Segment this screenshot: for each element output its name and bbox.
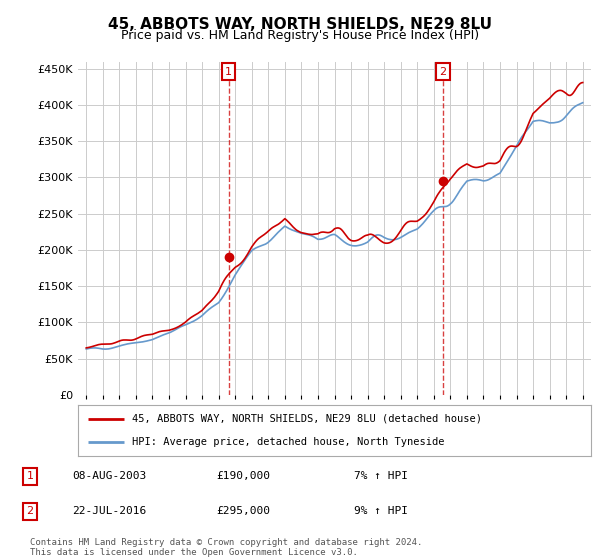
Text: Price paid vs. HM Land Registry's House Price Index (HPI): Price paid vs. HM Land Registry's House … [121,29,479,42]
Text: £295,000: £295,000 [216,506,270,516]
Text: 2: 2 [26,506,34,516]
Text: 08-AUG-2003: 08-AUG-2003 [72,472,146,482]
Text: HPI: Average price, detached house, North Tyneside: HPI: Average price, detached house, Nort… [132,437,445,447]
Text: Contains HM Land Registry data © Crown copyright and database right 2024.
This d: Contains HM Land Registry data © Crown c… [30,538,422,557]
Text: 1: 1 [225,67,232,77]
Text: 45, ABBOTS WAY, NORTH SHIELDS, NE29 8LU (detached house): 45, ABBOTS WAY, NORTH SHIELDS, NE29 8LU … [132,414,482,424]
Text: 2: 2 [439,67,446,77]
Text: £190,000: £190,000 [216,472,270,482]
Text: 9% ↑ HPI: 9% ↑ HPI [354,506,408,516]
Text: 45, ABBOTS WAY, NORTH SHIELDS, NE29 8LU: 45, ABBOTS WAY, NORTH SHIELDS, NE29 8LU [108,17,492,32]
Text: 22-JUL-2016: 22-JUL-2016 [72,506,146,516]
Text: 1: 1 [26,472,34,482]
Text: 7% ↑ HPI: 7% ↑ HPI [354,472,408,482]
